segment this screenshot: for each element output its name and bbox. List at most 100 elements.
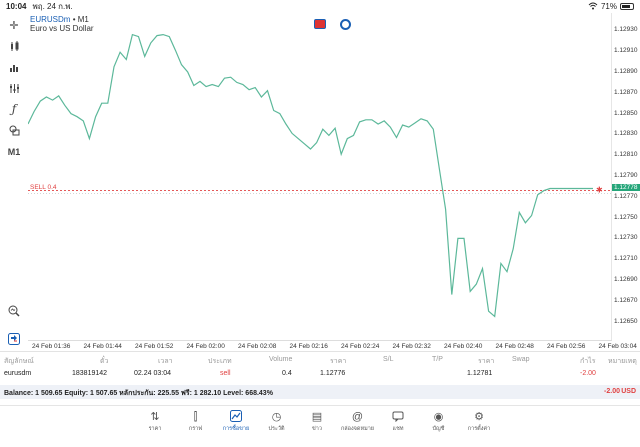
price-tick-label: 1.12650 [614,317,638,325]
column-header[interactable]: ตั๋ว [100,358,109,365]
tab-1[interactable]: ⫿ กราฟ [176,410,216,433]
tab-label: ราคา [148,426,162,432]
chart-top-icons [314,19,351,30]
column-header[interactable]: Swap [512,356,530,363]
table-cell: sell [220,370,231,377]
table-cell: -2.00 [580,370,596,377]
table-cell: eurusdm [4,370,32,377]
flag-icon[interactable] [314,19,326,29]
settings-icon: ⚙ [474,411,484,423]
function-icon[interactable]: ƒ [11,102,17,116]
current-price-label: 1.12778 [612,184,640,192]
table-row[interactable]: eurusdm 183819142 02.24 03:04 sell 0.4 1.1277… [0,366,640,382]
time-tick-label: 24 Feb 02:56 [547,343,586,350]
one-click-icon[interactable] [340,19,351,30]
time-tick-label: 24 Feb 02:24 [341,343,380,350]
tab-label: การตั้งค่า [467,426,491,432]
time-axis: 24 Feb 01:36 24 Feb 01:44 24 Feb 01:52 24 F… [28,341,637,351]
tab-label: ข่าว [312,426,322,432]
column-header[interactable]: ราคา [478,358,495,365]
symbol-timeframe: • M1 [72,15,89,24]
price-tick-label: 1.12870 [614,88,638,96]
table-cell: 183819142 [72,370,108,377]
timeframe-button[interactable]: M1 [7,147,21,157]
price-tick-label: 1.12910 [614,47,638,55]
one-click-trading-icon[interactable] [6,331,22,347]
table-cell: 0.4 [282,370,292,377]
tab-3[interactable]: ◷ ประวัติ [257,410,297,433]
currency: USD [621,388,636,395]
sell-line-label[interactable]: SELL 0.4 [30,184,57,191]
table-cell: 1.12776 [320,370,346,377]
left-toolbar: ✛ ƒ M1 [0,13,28,353]
zoom-icon[interactable] [6,303,22,319]
column-header[interactable]: T/P [432,356,443,363]
mail-icon: @ [351,411,364,423]
history-icon: ◷ [271,411,282,423]
column-header[interactable]: หมายเหตุ [608,358,637,365]
column-header[interactable]: ประเภท [208,358,232,365]
column-header[interactable]: S/L [383,356,394,363]
chart-symbol: EURUSDm • M1 [30,15,89,24]
symbol-description: Euro vs US Dollar [30,24,94,33]
column-header[interactable]: สัญลักษณ์ [4,358,34,365]
time-tick-label: 24 Feb 01:44 [83,343,122,350]
status-time: 10:04 [6,2,27,11]
price-axis: 1.12930 1.12910 1.12890 1.12870 1.12850 1.128… [612,13,640,341]
time-tick-label: 24 Feb 02:00 [186,343,225,350]
price-tick-label: 1.12930 [614,26,638,34]
account-icon: ◉ [433,411,444,423]
battery-icon [620,3,634,10]
bars-chart-icon[interactable] [6,59,22,75]
wifi-icon [588,2,598,12]
bottom-tab-bar: ⇅ ราคา ⫿ กราฟ การซื้อขาย ◷ ประวัติ ▤ ข่าว @ กล่องจ… [0,405,640,447]
tab-7[interactable]: ◉ บัญชี [419,410,459,433]
price-tick-label: 1.12890 [614,68,638,75]
time-tick-label: 24 Feb 02:16 [289,343,328,350]
price-tick-label: 1.12830 [614,130,638,138]
price-tick-label: 1.12710 [614,255,638,263]
column-header[interactable]: เวลา [158,358,173,365]
tab-4[interactable]: ▤ ข่าว [297,410,337,433]
time-tick-label: 24 Feb 02:32 [392,343,431,350]
total-profit: -2.00 [604,388,620,395]
column-header[interactable]: กำไร [580,358,596,365]
tab-label: กราฟ [188,426,203,432]
column-header[interactable]: ราคา [330,358,347,365]
symbol-name[interactable]: EURUSDm [30,15,71,24]
tab-label: กล่องจดหมาย [340,426,375,432]
tab-2[interactable]: การซื้อขาย [216,410,256,433]
price-tick-label: 1.12850 [614,109,638,117]
chart-svg[interactable]: ✱ [27,13,613,341]
status-date: พฤ. 24 ก.พ. [32,2,73,11]
objects-icon[interactable] [6,122,22,138]
price-tick-label: 1.12730 [614,234,638,242]
price-tick-label: 1.12670 [614,296,638,304]
news-icon: ▤ [311,411,323,423]
tab-5[interactable]: @ กล่องจดหมาย [338,410,378,433]
table-cell: 1.12781 [467,370,493,377]
tab-0[interactable]: ⇅ ราคา [135,410,175,433]
status-bar: 10:04 พฤ. 24 ก.พ. 71% [0,0,640,13]
sell-marker-icon: ✱ [596,186,603,195]
status-right: 71% [588,2,634,12]
candles-icon[interactable] [6,38,22,54]
tab-6[interactable]: แชท [378,410,418,433]
tab-label: แชท [392,426,404,432]
trade-chart-icon [216,410,256,424]
tab-label: การซื้อขาย [222,426,250,432]
tab-label: บัญชี [432,426,445,432]
time-tick-label: 24 Feb 03:04 [598,343,637,350]
price-line [27,33,593,318]
candles-tab-icon: ⫿ [193,411,198,423]
positions-header: สัญลักษณ์ ตั๋ว เวลา ประเภท Volume ราคา S/L T/P ร… [0,351,640,365]
time-tick-label: 24 Feb 02:40 [444,343,483,350]
battery-percent: 71% [600,2,617,11]
indicators-icon[interactable] [6,80,22,96]
crosshair-icon[interactable]: ✛ [9,19,19,32]
tab-8[interactable]: ⚙ การตั้งค่า [459,410,499,433]
column-header[interactable]: Volume [269,356,293,363]
price-chart[interactable]: ✱ [27,13,613,341]
price-tick-label: 1.12750 [614,213,638,221]
